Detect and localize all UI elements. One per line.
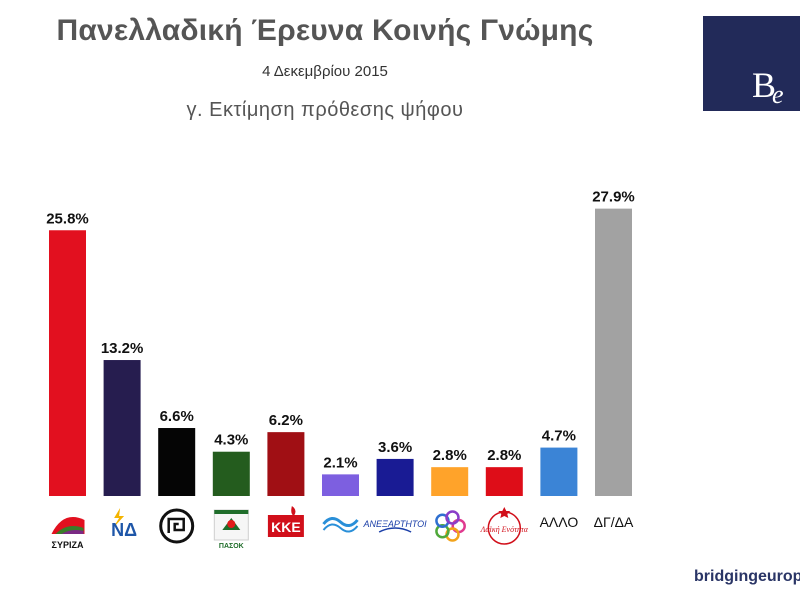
bar-9 xyxy=(540,447,578,496)
value-label-0: 25.8% xyxy=(46,210,89,227)
party-logo-label-1: ΝΔ xyxy=(111,520,137,540)
value-label-1: 13.2% xyxy=(101,340,144,357)
bar-4 xyxy=(267,432,305,496)
bar-1 xyxy=(103,360,141,496)
party-logo-label-0: ΣΥΡΙΖΑ xyxy=(52,540,84,550)
bar-8 xyxy=(485,467,523,496)
anel-logo-swoosh-icon xyxy=(378,527,412,533)
centre-union-logo-petal-4-icon xyxy=(445,510,460,525)
potami-logo-wave-icon xyxy=(322,517,359,527)
value-label-9: 4.7% xyxy=(542,428,576,445)
pasok-logo-frame xyxy=(213,509,249,541)
chart-subtitle: γ. Εκτίμηση πρόθεσης ψήφου xyxy=(186,99,464,121)
value-label-5: 2.1% xyxy=(323,454,357,471)
potami-logo-wave-2-icon xyxy=(322,523,359,533)
nd-logo-torch-icon xyxy=(113,508,125,528)
laiki-enotita-logo-text: Λαϊκή Ενότητα xyxy=(480,525,529,534)
bar-7 xyxy=(431,467,469,496)
pasok-logo-top-stripe xyxy=(214,510,249,514)
footer-source: bridgingeurope.net xyxy=(694,568,800,585)
value-label-3: 4.3% xyxy=(214,432,248,449)
bar-0 xyxy=(49,230,86,496)
syriza-logo-purple-shape xyxy=(61,530,84,534)
logo-letter-e: e xyxy=(772,80,784,109)
logo-letter-b: B xyxy=(752,65,777,105)
laiki-enotita-logo-ring-icon xyxy=(487,511,522,545)
bar-2 xyxy=(158,428,196,496)
value-label-8: 2.8% xyxy=(487,447,521,464)
kke-logo-text: ΚΚΕ xyxy=(271,519,301,535)
kke-logo-box xyxy=(267,515,304,537)
kke-logo-hammer-sickle-icon xyxy=(291,506,296,516)
value-label-6: 3.6% xyxy=(378,439,412,456)
meander-logo-ring-icon xyxy=(159,508,195,544)
anel-logo-text: ΑΝΕΞΑΡΤΗΤΟΙ xyxy=(363,519,428,529)
bar-3 xyxy=(212,451,250,496)
survey-date: 4 Δεκεμβρίου 2015 xyxy=(262,63,388,80)
value-label-7: 2.8% xyxy=(433,447,467,464)
pasok-logo-dot-icon xyxy=(227,520,236,528)
value-label-4: 6.2% xyxy=(269,412,303,429)
bridging-europe-logo: B e xyxy=(703,16,800,111)
value-label-10: 27.9% xyxy=(592,189,635,206)
category-label-9: ΑΛΛΟ xyxy=(540,514,579,530)
party-logo-label-3: ΠΑΣΟΚ xyxy=(219,543,244,550)
meander-logo-pattern-icon xyxy=(167,517,185,533)
value-label-2: 6.6% xyxy=(160,408,194,425)
category-label-10: ΔΓ/ΔΑ xyxy=(594,514,634,530)
bar-6 xyxy=(376,458,414,496)
page-title: Πανελλαδική Έρευνα Κοινής Γνώμης xyxy=(56,14,594,47)
bar-10 xyxy=(595,208,632,496)
centre-union-logo-petal-2-icon xyxy=(435,524,450,539)
bar-5 xyxy=(322,474,359,496)
